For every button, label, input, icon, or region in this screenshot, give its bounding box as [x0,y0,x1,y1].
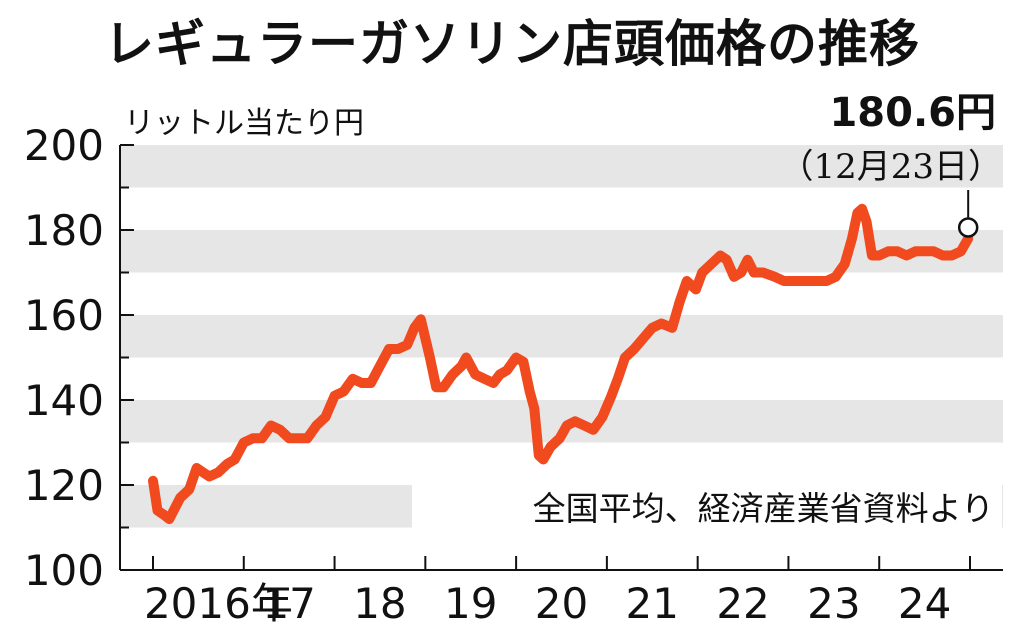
x-tick-label: 18 [353,579,406,628]
grid-band [120,145,1003,188]
y-tick-label: 160 [24,291,104,340]
annotation-value-label: 180.6円 [829,90,996,136]
price-series-line [148,203,974,524]
x-tick-label: 17 [262,579,315,628]
x-tick-label: 21 [626,579,679,628]
y-axis-unit-label: リットル当たり円 [124,106,364,141]
y-tick-label: 140 [24,376,104,425]
y-tick-label: 200 [24,121,104,170]
x-tick-label: 2016年 [144,579,293,628]
source-label-background [412,484,1002,532]
y-axis-ticks: 100 120 140 160 180 200 [24,121,134,595]
x-tick-label: 22 [716,579,769,628]
x-tick-label: 19 [444,579,497,628]
grid-bands [120,145,1003,528]
x-tick-label: 24 [898,579,951,628]
y-tick-label: 100 [24,546,104,595]
chart-title: レギュラーガソリン店頭価格の推移 [104,15,920,73]
y-tick-label: 180 [24,206,104,255]
x-tick-label: 20 [535,579,588,628]
y-tick-label: 120 [24,461,104,510]
x-tick-label: 23 [807,579,860,628]
source-label: 全国平均、経済産業省資料より [533,489,994,528]
annotation-point [957,217,979,238]
grid-band [120,315,1003,358]
annotation-date-label: （12月23日） [779,147,1002,187]
